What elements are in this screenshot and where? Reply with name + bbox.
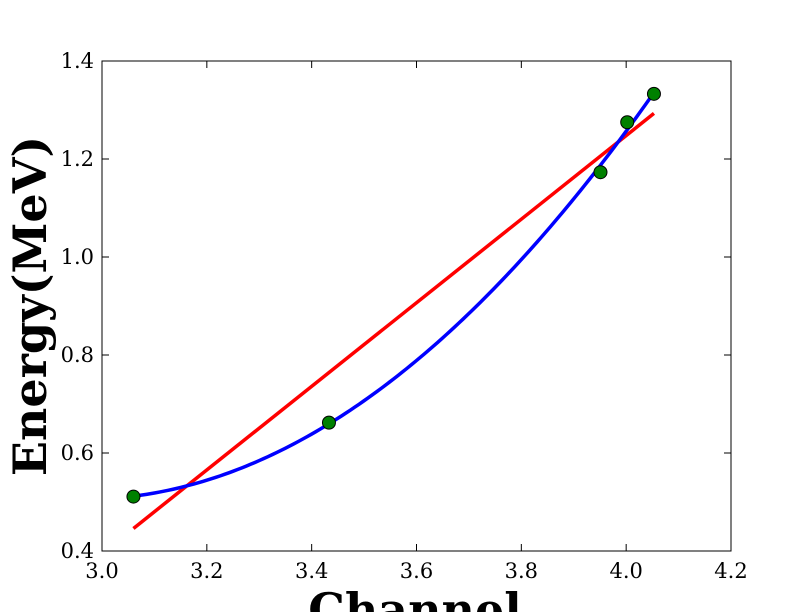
y-tick-label: 0.4 [61,539,94,563]
x-tick-label: 3.4 [295,559,328,583]
plot-frame [101,60,732,552]
series-layer [126,86,661,530]
y-axis-ticks: 0.4 0.6 0.8 1.0 1.2 1.4 [61,49,731,563]
data-point [321,415,336,430]
x-tick-label: 3.2 [190,559,223,583]
x-axis-title: Channel [308,583,522,612]
quadratic-fit-line [133,91,656,498]
x-tick-label: 4.0 [609,559,642,583]
x-tick-label: 3.0 [85,559,118,583]
x-tick-label: 3.8 [505,559,538,583]
y-tick-label: 0.6 [61,441,94,465]
y-tick-label: 1.0 [61,245,94,269]
x-tick-label: 4.2 [714,559,747,583]
x-axis-ticks: 3.0 3.2 3.4 3.6 3.8 4.0 4.2 [85,61,748,583]
linear-fit-line [132,112,656,530]
y-tick-label: 1.4 [61,49,94,73]
data-point [646,86,661,101]
y-tick-label: 1.2 [61,147,94,171]
data-point [620,115,635,130]
data-point [126,489,141,504]
y-tick-label: 0.8 [61,343,94,367]
data-point [593,165,608,180]
y-axis-title: Energy(MeV) [3,136,57,476]
x-tick-label: 3.6 [400,559,433,583]
